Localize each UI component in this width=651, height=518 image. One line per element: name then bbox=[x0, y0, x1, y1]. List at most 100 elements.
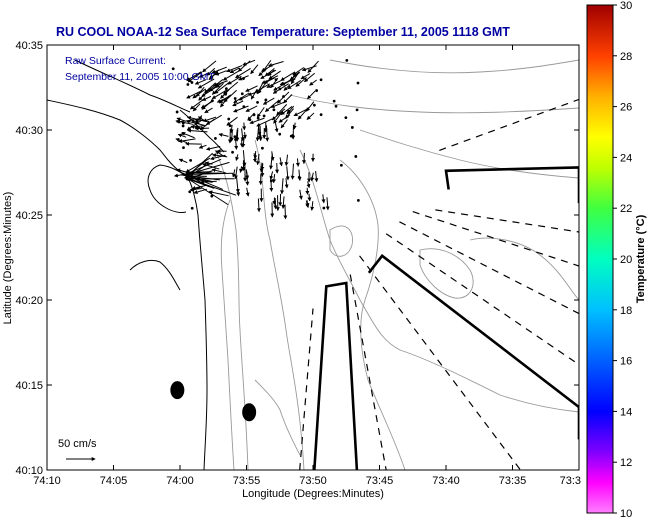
current-dot bbox=[214, 137, 217, 140]
current-vector bbox=[279, 157, 283, 167]
current-vector bbox=[325, 197, 330, 211]
x-tick-label: 73:45 bbox=[366, 475, 394, 487]
current-vector bbox=[256, 118, 273, 127]
current-vector bbox=[206, 67, 216, 76]
current-vector bbox=[186, 115, 208, 123]
current-vector bbox=[211, 168, 226, 174]
transect-box bbox=[444, 166, 579, 204]
current-dot bbox=[252, 113, 256, 117]
current-vector bbox=[214, 70, 227, 76]
current-dot bbox=[181, 132, 185, 135]
colorbar-ticks: 10 12 14 16 18 20 22 24 26 28 30 bbox=[613, 0, 632, 518]
current-vector bbox=[314, 170, 319, 183]
x-tick-label: 73:35 bbox=[499, 475, 527, 487]
current-vector bbox=[186, 119, 203, 131]
current-dot bbox=[227, 117, 231, 121]
transect-lines bbox=[299, 98, 579, 470]
current-dot bbox=[345, 58, 349, 62]
current-vector bbox=[177, 133, 187, 138]
current-dot bbox=[256, 101, 259, 104]
current-dot bbox=[274, 78, 278, 82]
colorbar-tick-label: 14 bbox=[620, 406, 632, 418]
y-tick-label: 40:30 bbox=[15, 125, 43, 137]
current-vector bbox=[235, 127, 240, 142]
map-area bbox=[47, 45, 579, 470]
current-vector bbox=[306, 101, 315, 112]
current-dot bbox=[248, 118, 252, 122]
current-vector bbox=[198, 92, 207, 101]
current-vector bbox=[265, 125, 270, 142]
current-vector bbox=[211, 153, 228, 158]
current-dot bbox=[272, 108, 276, 112]
current-vector bbox=[242, 122, 247, 131]
current-dot bbox=[319, 113, 323, 117]
current-vector bbox=[295, 158, 300, 167]
colorbar-tick-label: 10 bbox=[620, 508, 632, 518]
current-vector bbox=[190, 119, 201, 125]
current-vector bbox=[305, 200, 310, 208]
current-dot bbox=[339, 163, 343, 167]
current-vector bbox=[281, 196, 286, 209]
current-dot bbox=[269, 179, 273, 183]
current-vector bbox=[210, 154, 226, 161]
transect-dashed-line bbox=[435, 209, 579, 233]
current-dot bbox=[189, 159, 193, 162]
current-vector bbox=[269, 171, 274, 180]
current-dot bbox=[233, 135, 237, 139]
current-vector bbox=[280, 178, 285, 195]
current-vector bbox=[223, 81, 239, 95]
current-vector bbox=[267, 69, 275, 77]
current-vector bbox=[235, 67, 251, 79]
current-dot bbox=[315, 89, 319, 92]
current-vector bbox=[201, 95, 212, 101]
current-vector bbox=[307, 60, 319, 74]
current-vector bbox=[257, 125, 262, 137]
current-vector bbox=[195, 86, 205, 97]
current-vector bbox=[283, 84, 291, 91]
transect-box bbox=[313, 281, 359, 470]
current-vector bbox=[205, 145, 221, 151]
current-vector bbox=[274, 121, 279, 133]
current-dot bbox=[344, 116, 348, 120]
current-vector bbox=[207, 79, 224, 92]
current-dot bbox=[210, 99, 214, 103]
current-vector bbox=[284, 154, 289, 167]
colorbar-tick-label: 30 bbox=[620, 0, 632, 12]
current-vector bbox=[280, 71, 296, 81]
current-vector bbox=[293, 107, 309, 117]
current-vector bbox=[191, 184, 208, 190]
current-dot bbox=[268, 71, 272, 75]
current-vector bbox=[190, 124, 205, 130]
current-vector bbox=[189, 187, 202, 192]
current-vector bbox=[231, 169, 236, 178]
current-vector bbox=[245, 169, 250, 186]
current-vector bbox=[215, 81, 224, 88]
current-vector bbox=[268, 61, 284, 67]
current-vector bbox=[303, 72, 316, 83]
transect-box bbox=[367, 253, 579, 440]
current-dot bbox=[242, 77, 245, 80]
current-vector bbox=[185, 157, 211, 173]
current-dot bbox=[334, 104, 338, 108]
current-dot bbox=[181, 124, 185, 128]
x-tick-label: 73:50 bbox=[299, 475, 327, 487]
x-tick-label: 73:3 bbox=[560, 475, 581, 487]
current-vector bbox=[283, 94, 293, 104]
current-dot bbox=[261, 146, 264, 150]
current-dot bbox=[297, 175, 301, 179]
current-dot bbox=[224, 87, 228, 91]
current-vector bbox=[187, 128, 208, 133]
colorbar bbox=[586, 4, 614, 514]
current-vector bbox=[287, 80, 302, 90]
current-dot bbox=[241, 167, 245, 171]
current-vector bbox=[197, 78, 215, 89]
current-vector bbox=[270, 151, 275, 162]
current-vector bbox=[233, 166, 238, 180]
current-vector bbox=[186, 91, 201, 99]
current-vector bbox=[220, 95, 230, 108]
current-vector bbox=[227, 75, 242, 85]
current-vector bbox=[280, 119, 288, 129]
colorbar-label: Temperature (°C) bbox=[635, 214, 647, 303]
transect-dashed-line bbox=[412, 211, 579, 267]
current-vector bbox=[233, 105, 249, 113]
